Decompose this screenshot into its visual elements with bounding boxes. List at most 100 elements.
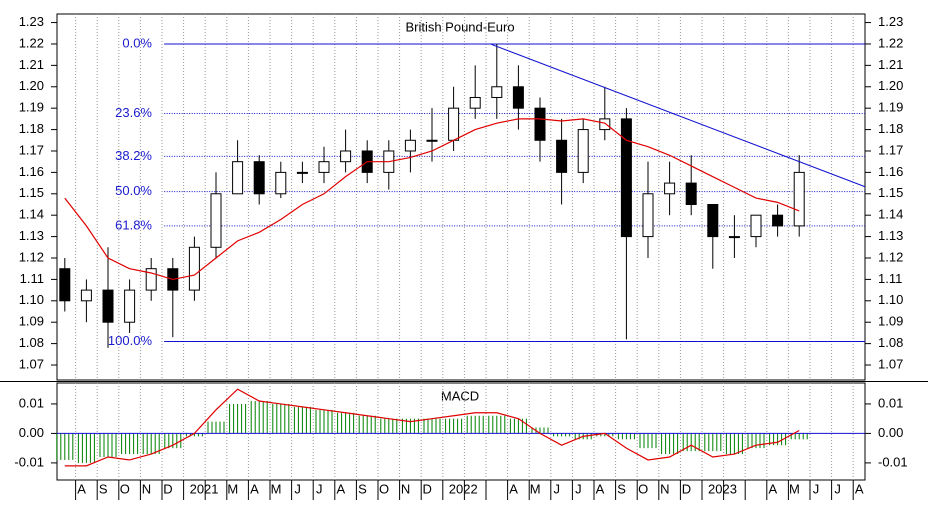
x-tick-label: D — [163, 481, 172, 496]
x-tick-label: A — [77, 481, 86, 496]
candle-body — [426, 139, 438, 142]
y-tick-label-left: 1.19 — [19, 100, 44, 115]
x-tick-label: A — [509, 481, 518, 496]
x-tick-label: A — [855, 481, 864, 496]
candle-body — [145, 268, 157, 291]
y-tick-label-right: 0.00 — [878, 425, 903, 440]
x-tick-label: S — [358, 481, 367, 496]
macd-title: MACD — [441, 388, 479, 403]
x-tick-label: 2021 — [190, 481, 219, 496]
x-tick-label: S — [99, 481, 108, 496]
candle-body — [124, 289, 136, 323]
y-tick-label-left: 1.09 — [19, 314, 44, 329]
x-tick-label: O — [379, 481, 389, 496]
candle-body — [318, 161, 330, 173]
x-tick-label: 2022 — [449, 481, 478, 496]
x-tick-label: J — [316, 481, 323, 496]
x-tick-label: M — [271, 481, 282, 496]
x-tick-label: A — [250, 481, 259, 496]
candle-body — [340, 150, 352, 163]
x-tick-label: A — [768, 481, 777, 496]
candle-body — [685, 182, 697, 205]
candle-body — [750, 214, 762, 238]
candle-body — [232, 161, 244, 195]
x-tick-label: O — [120, 481, 130, 496]
y-tick-label-right: 1.22 — [878, 35, 903, 50]
x-tick-label: J — [834, 481, 841, 496]
x-tick-label: D — [423, 481, 432, 496]
y-tick-label-right: 1.12 — [878, 249, 903, 264]
candle-body — [188, 246, 200, 291]
candle-body — [793, 171, 805, 227]
price-frame — [56, 13, 866, 381]
moving-average — [64, 118, 800, 281]
candle-body — [707, 203, 719, 238]
y-tick-label-left: 1.18 — [19, 121, 44, 136]
y-tick-label-right: 1.21 — [878, 57, 903, 72]
y-tick-label-right: 1.13 — [878, 228, 903, 243]
candle-body — [556, 139, 568, 173]
x-tick-label: N — [142, 481, 151, 496]
y-tick-label-left: 0.00 — [19, 425, 44, 440]
candle-body — [469, 96, 481, 109]
candle-body — [534, 107, 546, 141]
x-tick-label: O — [638, 481, 648, 496]
x-tick-label: J — [294, 481, 301, 496]
y-tick-label-right: -0.01 — [878, 454, 908, 469]
candle-body — [59, 268, 71, 302]
y-tick-label-right: 1.10 — [878, 292, 903, 307]
x-tick-label: D — [682, 481, 691, 496]
y-tick-label-left: 0.01 — [19, 395, 44, 410]
fib-label: 23.6% — [115, 105, 152, 120]
candle-body — [296, 171, 308, 174]
y-tick-label-left: 1.13 — [19, 228, 44, 243]
y-tick-label-left: 1.23 — [19, 14, 44, 29]
y-tick-label-left: 1.16 — [19, 164, 44, 179]
y-tick-label-left: 1.15 — [19, 185, 44, 200]
y-tick-label-left: 1.17 — [19, 142, 44, 157]
fib-label: 38.2% — [115, 148, 152, 163]
x-tick-label: J — [554, 481, 561, 496]
y-tick-label-right: 1.15 — [878, 185, 903, 200]
y-tick-label-right: 0.01 — [878, 395, 903, 410]
x-tick-label: 2023 — [708, 481, 737, 496]
y-tick-label-right: 1.23 — [878, 14, 903, 29]
y-tick-label-right: 1.08 — [878, 335, 903, 350]
x-tick-label: M — [789, 481, 800, 496]
y-tick-label-right: 1.20 — [878, 78, 903, 93]
candle-body — [664, 182, 676, 195]
candle-body — [448, 107, 460, 141]
y-tick-label-right: 1.14 — [878, 207, 903, 222]
candle-body — [599, 118, 611, 131]
fib-label: 100.0% — [108, 333, 153, 348]
y-tick-label-left: 1.11 — [20, 271, 44, 286]
macd-line — [64, 388, 800, 467]
candle-body — [620, 118, 632, 238]
y-tick-label-left: 1.22 — [19, 35, 44, 50]
y-tick-label-left: 1.20 — [19, 78, 44, 93]
candle-body — [80, 289, 92, 302]
x-tick-label: M — [530, 481, 541, 496]
candle-body — [728, 236, 740, 239]
candle-body — [102, 289, 114, 323]
macd-frame — [56, 382, 866, 481]
y-tick-label-left: 1.08 — [19, 335, 44, 350]
candle-body — [275, 171, 287, 195]
y-tick-label-left: 1.21 — [19, 57, 44, 72]
candle-body — [642, 193, 654, 238]
candle-body — [491, 86, 503, 98]
x-tick-label: N — [660, 481, 669, 496]
x-tick-label: S — [617, 481, 626, 496]
chart-title: British Pound-Euro — [405, 19, 514, 34]
y-tick-label-left: 1.07 — [19, 356, 44, 371]
x-tick-label: A — [596, 481, 605, 496]
trendline — [490, 43, 866, 188]
y-tick-label-right: 1.16 — [878, 164, 903, 179]
y-tick-label-right: 1.19 — [878, 100, 903, 115]
y-tick-label-right: 1.18 — [878, 121, 903, 136]
fib-label: 0.0% — [122, 35, 152, 50]
candle-body — [772, 214, 784, 227]
fib-label: 61.8% — [115, 217, 152, 232]
fib-label: 50.0% — [115, 183, 152, 198]
y-tick-label-left: 1.12 — [19, 249, 44, 264]
